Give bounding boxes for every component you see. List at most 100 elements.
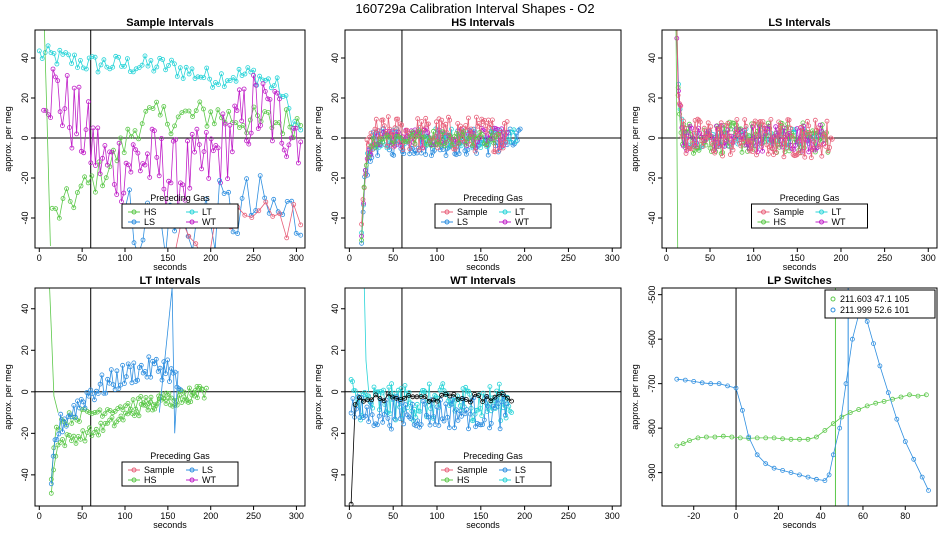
sample-data-point <box>239 118 245 124</box>
lt-data-point <box>105 407 110 413</box>
wt-legend-marker <box>444 467 450 473</box>
ls-data-point <box>804 138 810 144</box>
wt-data-point <box>497 426 503 432</box>
wt-data-point <box>452 425 457 431</box>
sample-data-point <box>242 71 248 77</box>
sample-data-point <box>204 65 210 71</box>
sample-data-point <box>48 50 54 56</box>
lt-data-point <box>138 362 144 368</box>
sample-data-point <box>64 186 69 192</box>
hs-data-point <box>465 147 471 153</box>
sample-data-point <box>143 108 149 114</box>
ls-data-point <box>705 120 711 126</box>
lt-data-point <box>186 385 192 391</box>
ls-data-point <box>802 154 808 160</box>
lt-data-point <box>60 437 65 442</box>
ls-data-point <box>675 21 679 25</box>
wt-data-point <box>459 396 465 401</box>
lt-data-point <box>189 392 195 398</box>
ls-data-point <box>755 133 761 138</box>
sample-data-point <box>253 82 259 88</box>
lp-data-point <box>712 434 718 440</box>
ls-data-point <box>738 143 744 149</box>
hs-data-point <box>484 142 490 148</box>
sample-data-point <box>177 65 183 71</box>
sample-data-point <box>189 131 195 137</box>
hs-data-point <box>392 125 398 131</box>
lt-data-point <box>125 411 131 417</box>
wt-data-point <box>412 406 417 412</box>
lt-data-point <box>166 390 172 396</box>
hs-data-point <box>375 128 381 133</box>
ls-legend-box <box>751 203 868 229</box>
sample-data-point <box>172 228 178 234</box>
lt-data-point <box>116 386 122 392</box>
lp-x-tick-label: 60 <box>858 511 868 521</box>
ls-data-point <box>765 151 771 157</box>
lt-data-point <box>103 390 109 396</box>
sample-data-point <box>137 168 143 174</box>
sample-data-point <box>186 71 192 77</box>
sample-data-point <box>274 90 280 96</box>
sample-legend: Preceding Gas HS LT LS WT <box>121 193 239 229</box>
ls-data-point <box>751 121 757 126</box>
ls-data-point <box>733 129 738 135</box>
sample-data-point <box>229 149 235 155</box>
lt-data-point <box>89 433 95 439</box>
hs-plot-frame <box>344 29 622 249</box>
lp-data-point <box>907 392 912 398</box>
wt-data-point <box>425 414 431 420</box>
hs-data-point <box>418 150 424 156</box>
lt-data-point <box>77 418 82 424</box>
wt-data-point <box>476 393 482 399</box>
hs-data-point <box>373 144 378 150</box>
lt-data-point <box>57 440 63 446</box>
wt-data-point <box>366 419 372 425</box>
hs-data-point <box>386 134 392 140</box>
hs-data-point <box>377 136 383 142</box>
wt-data-point <box>350 396 356 401</box>
wt-data-point <box>445 414 450 420</box>
wt-data-point <box>388 426 394 432</box>
ls-data-point <box>776 129 782 135</box>
wt-data-point <box>436 422 442 428</box>
ls-data-point <box>748 137 754 143</box>
lt-x-tick-label: 150 <box>160 511 175 521</box>
ls-data-point <box>755 149 760 155</box>
hs-legend-marker <box>502 209 508 215</box>
lp-data-point <box>864 403 870 409</box>
lp-data-point <box>674 376 680 382</box>
sample-data-point <box>95 125 101 131</box>
hs-data-point <box>384 143 390 149</box>
wt-data-point <box>374 422 380 428</box>
lt-data-point <box>123 403 128 409</box>
lp-data-point <box>740 407 745 413</box>
sample-data-point <box>283 93 289 98</box>
wt-data-point <box>408 416 414 422</box>
wt-data-point <box>464 407 470 413</box>
sample-data-point <box>74 131 79 137</box>
lt-data-point <box>73 440 79 446</box>
hs-data-point <box>391 152 397 158</box>
sample-data-point <box>100 155 105 161</box>
ls-data-point <box>763 128 768 134</box>
sample-data-point <box>154 154 160 160</box>
sample-x-tick-label: 200 <box>203 253 218 263</box>
ls-data-point <box>721 123 727 128</box>
ls-data-point <box>773 124 779 130</box>
wt-data-point <box>480 399 486 405</box>
sample-data-point <box>280 131 286 137</box>
hs-data-point <box>363 162 369 168</box>
hs-legend-title: Preceding Gas <box>463 193 523 203</box>
sample-data-point <box>298 139 304 145</box>
ls-data-point <box>730 140 736 146</box>
sample-data-point <box>270 213 276 219</box>
lt-data-point <box>143 395 149 400</box>
hs-legend-entry: LS <box>457 217 468 227</box>
wt-data-point <box>484 393 490 399</box>
hs-data-point <box>455 121 461 126</box>
lt-data-point <box>161 395 167 401</box>
sample-data-point <box>186 233 192 239</box>
sample-data-point <box>207 76 213 82</box>
sample-data-point <box>247 117 253 123</box>
